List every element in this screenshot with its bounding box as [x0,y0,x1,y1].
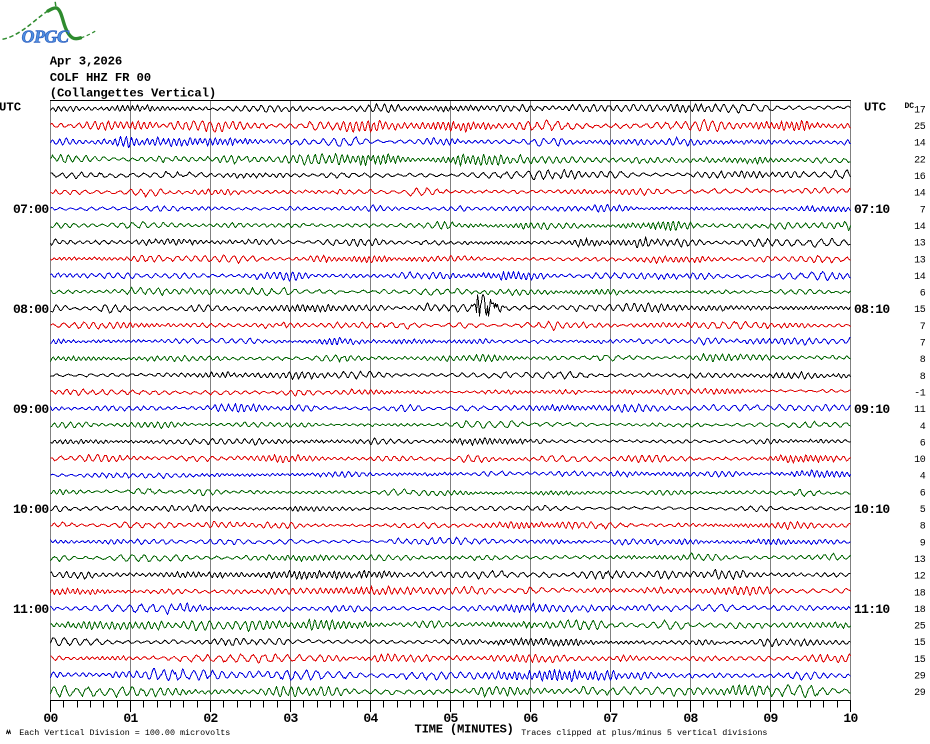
svg-text:(Collangettes Vertical): (Collangettes Vertical) [50,87,216,101]
svg-text:8: 8 [920,372,926,383]
svg-text:7: 7 [920,205,926,216]
svg-text:14: 14 [914,189,926,200]
svg-text:9: 9 [920,538,926,549]
svg-text:06: 06 [523,711,538,726]
svg-text:10: 10 [914,455,926,466]
svg-text:18: 18 [914,605,926,616]
svg-text:13: 13 [914,555,926,566]
svg-text:12: 12 [914,572,926,583]
svg-text:08:00: 08:00 [13,302,49,317]
svg-text:11: 11 [914,405,926,416]
svg-text:7: 7 [920,339,926,350]
svg-text:6: 6 [920,438,926,449]
svg-text:16: 16 [914,172,926,183]
svg-text:10: 10 [843,711,858,726]
svg-text:11:10: 11:10 [854,602,890,617]
svg-text:03: 03 [283,711,298,726]
svg-text:15: 15 [914,305,926,316]
svg-text:6: 6 [920,289,926,300]
svg-text:01: 01 [123,711,138,726]
svg-text:07: 07 [603,711,617,726]
svg-text:Each Vertical Division = 100.: Each Vertical Division = 100.00 microvol… [19,728,230,738]
svg-text:COLF HHZ FR 00: COLF HHZ FR 00 [50,71,151,85]
svg-text:15: 15 [914,655,926,666]
svg-text:8: 8 [920,355,926,366]
svg-text:10:10: 10:10 [854,502,890,517]
svg-text:6: 6 [920,488,926,499]
svg-text:13: 13 [914,255,926,266]
svg-text:UTC: UTC [0,100,22,114]
svg-text:25: 25 [914,122,926,133]
svg-text:TIME (MINUTES): TIME (MINUTES) [415,723,514,737]
svg-text:7: 7 [920,322,926,333]
svg-text:04: 04 [363,711,378,726]
svg-text:07:00: 07:00 [13,202,49,217]
svg-text:14: 14 [914,139,926,150]
svg-text:22: 22 [914,155,926,166]
svg-text:4: 4 [920,472,926,483]
svg-text:29: 29 [914,672,926,683]
svg-text:14: 14 [914,222,926,233]
svg-text:09: 09 [763,711,778,726]
svg-text:4: 4 [920,422,926,433]
svg-text:14: 14 [914,272,926,283]
svg-text:DC: DC [905,102,915,111]
svg-text:10:00: 10:00 [13,502,49,517]
svg-text:Apr 3,2026: Apr 3,2026 [50,55,122,69]
svg-text:08:10: 08:10 [854,302,890,317]
svg-text:Traces clipped at plus/minus 5: Traces clipped at plus/minus 5 vertical … [521,728,767,738]
svg-text:15: 15 [914,638,926,649]
svg-text:UTC: UTC [864,100,887,114]
svg-text:07:10: 07:10 [854,202,890,217]
svg-text:00: 00 [43,711,58,726]
svg-text:17: 17 [914,105,926,116]
svg-text:08: 08 [683,711,698,726]
svg-text:13: 13 [914,239,926,250]
svg-text:09:00: 09:00 [13,402,49,417]
svg-text:5: 5 [920,505,926,516]
svg-text:25: 25 [914,622,926,633]
svg-text:09:10: 09:10 [854,402,890,417]
svg-text:05: 05 [443,711,458,726]
svg-text:OPGC: OPGC [22,27,70,47]
svg-text:29: 29 [914,688,926,699]
svg-text:-1: -1 [914,388,926,399]
svg-text:11:00: 11:00 [13,602,49,617]
svg-text:02: 02 [203,711,218,726]
svg-text:8: 8 [920,522,926,533]
svg-text:18: 18 [914,588,926,599]
